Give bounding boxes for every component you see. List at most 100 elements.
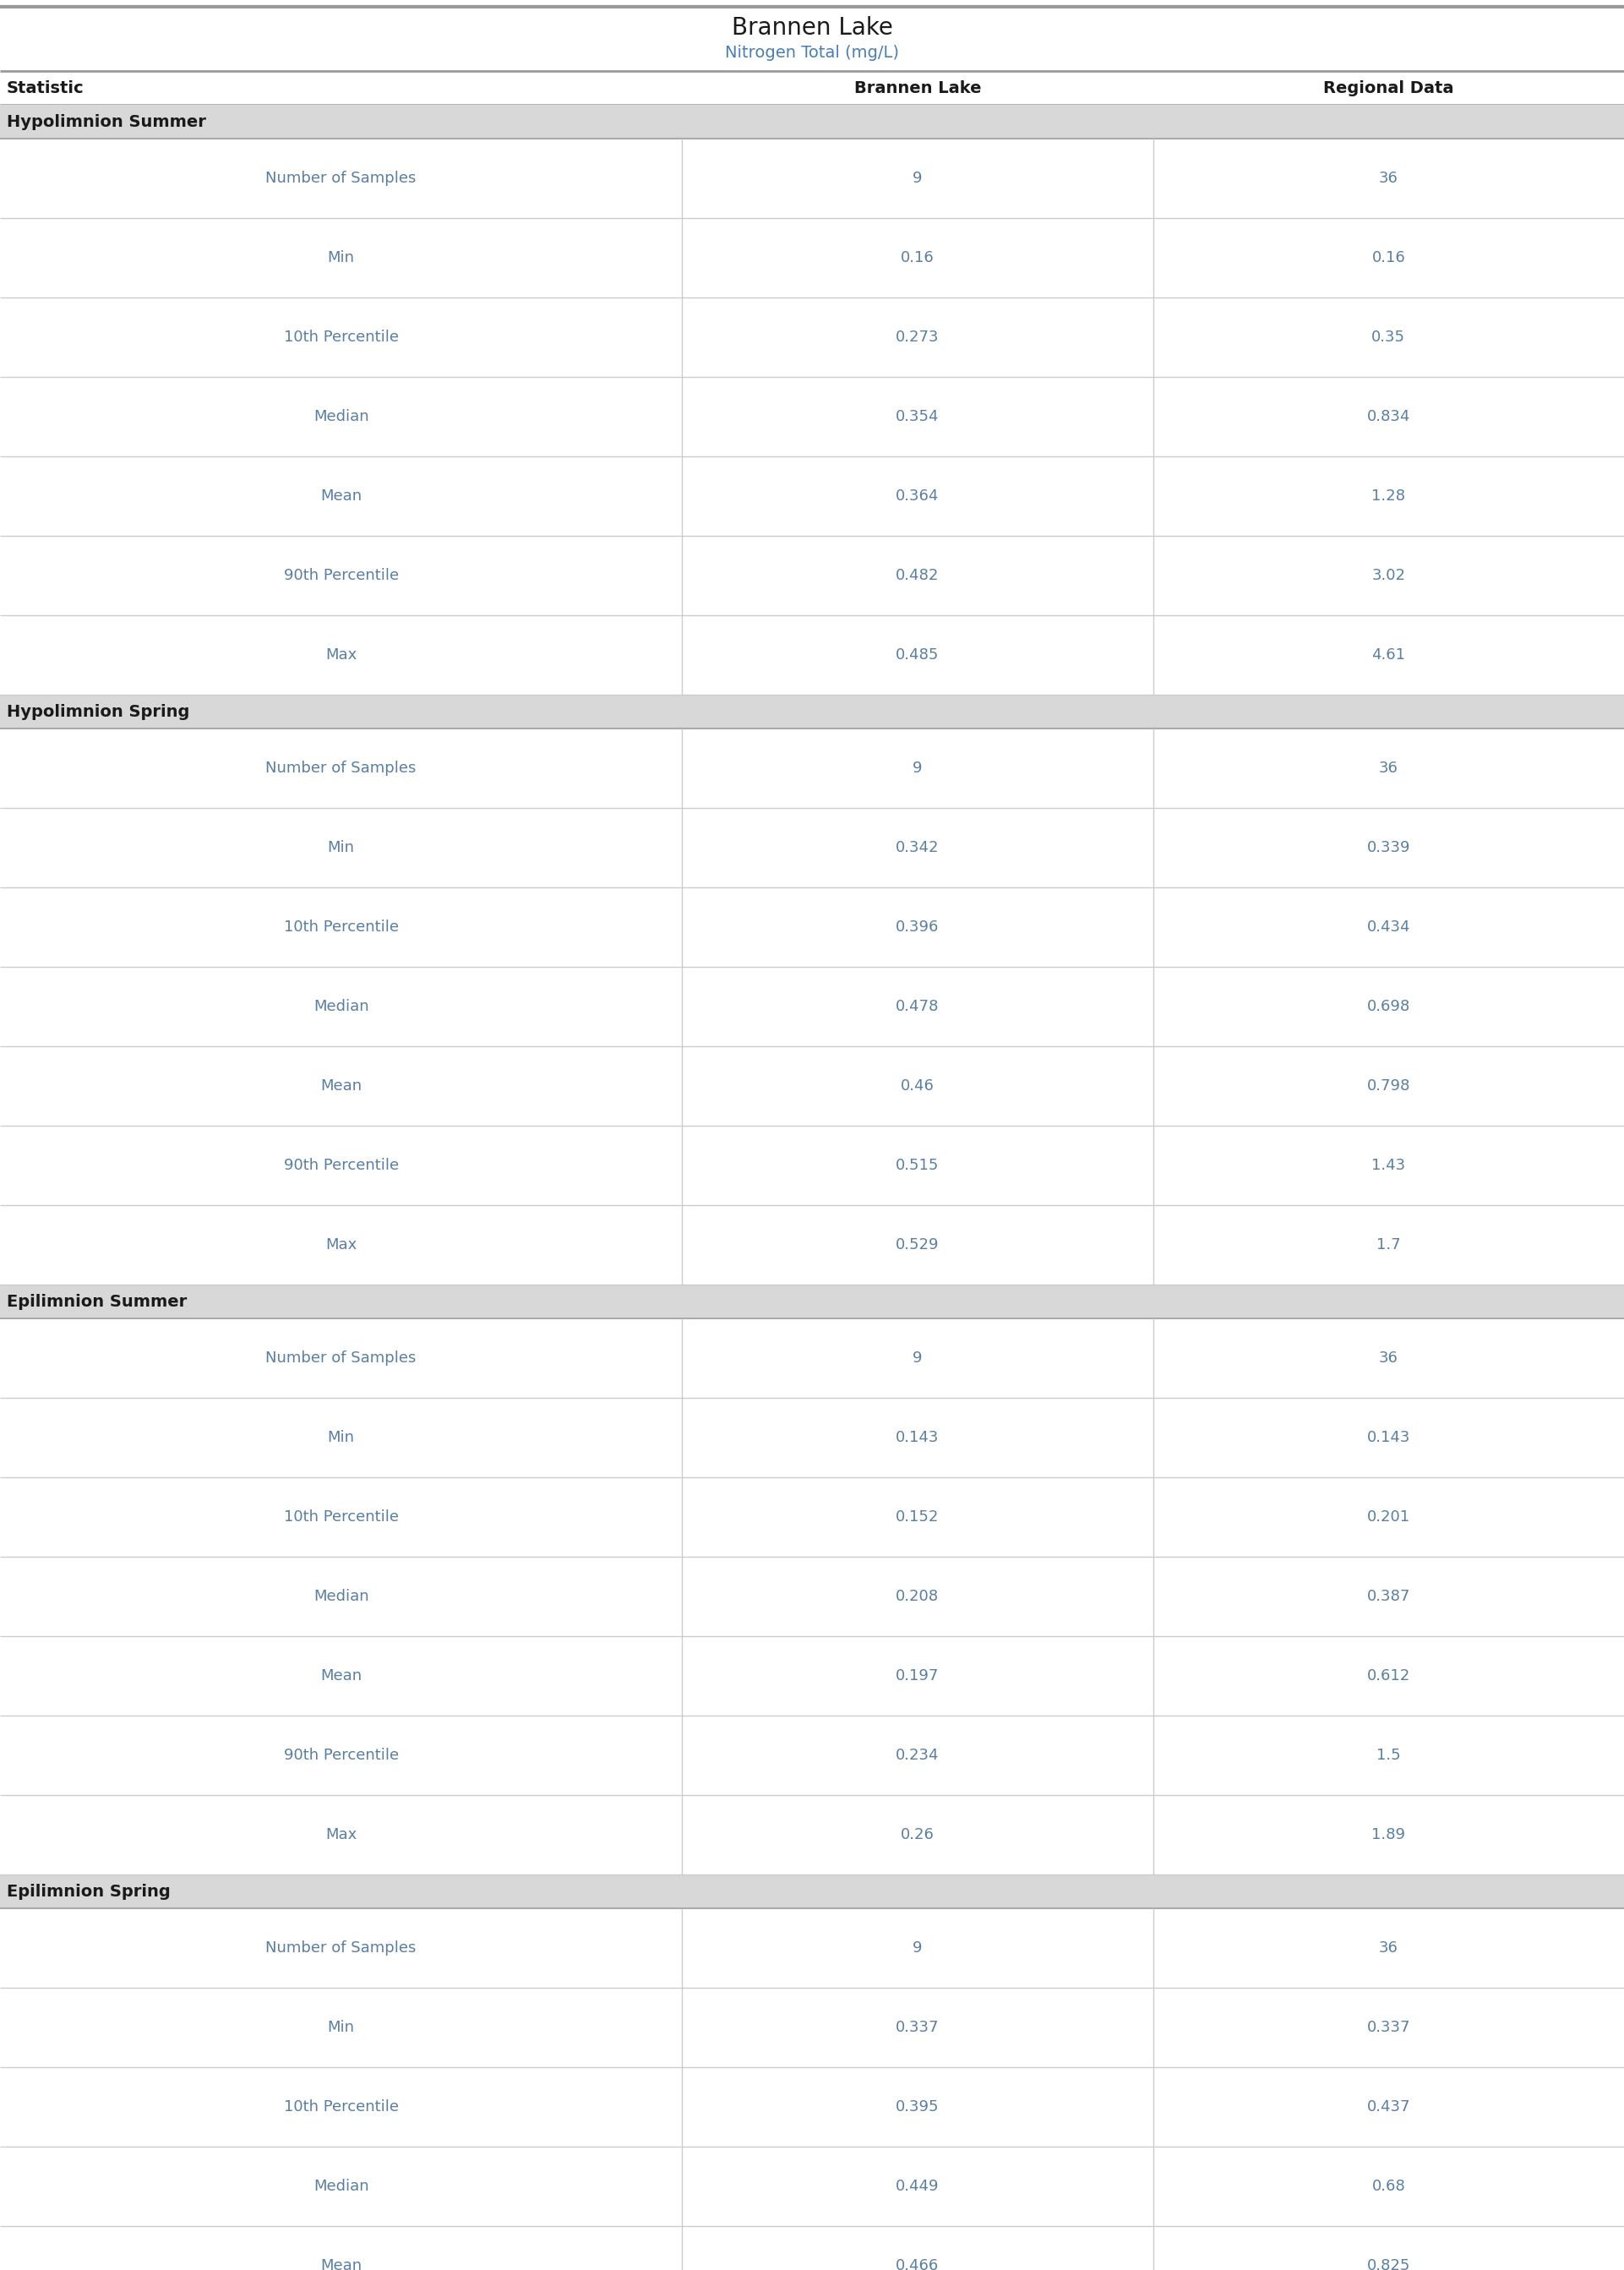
Text: 0.395: 0.395 — [896, 2100, 939, 2113]
Text: Regional Data: Regional Data — [1324, 79, 1453, 95]
Text: Median: Median — [313, 2179, 369, 2193]
Text: Max: Max — [325, 1237, 357, 1253]
Text: Epilimnion Spring: Epilimnion Spring — [6, 1884, 171, 1900]
Text: 0.482: 0.482 — [896, 568, 939, 583]
Bar — [0, 695, 1624, 729]
Text: 10th Percentile: 10th Percentile — [284, 1510, 398, 1525]
Bar — [0, 218, 1624, 297]
Bar — [0, 104, 1624, 138]
Text: Number of Samples: Number of Samples — [266, 170, 416, 186]
Bar — [0, 808, 1624, 888]
Text: Number of Samples: Number of Samples — [266, 1941, 416, 1957]
Text: 0.437: 0.437 — [1367, 2100, 1410, 2113]
Bar — [0, 1126, 1624, 1205]
Text: 1.7: 1.7 — [1377, 1237, 1400, 1253]
Text: 1.43: 1.43 — [1372, 1158, 1405, 1174]
Text: 1.28: 1.28 — [1372, 488, 1405, 504]
Text: 0.342: 0.342 — [896, 840, 939, 856]
Bar — [0, 1046, 1624, 1126]
Text: Min: Min — [328, 250, 354, 266]
Text: 0.35: 0.35 — [1372, 329, 1405, 345]
Bar — [0, 377, 1624, 456]
Text: 0.339: 0.339 — [1367, 840, 1410, 856]
Text: Min: Min — [328, 2020, 354, 2036]
Text: Number of Samples: Number of Samples — [266, 760, 416, 776]
Text: Median: Median — [313, 1589, 369, 1605]
Text: 0.68: 0.68 — [1372, 2179, 1405, 2193]
Bar — [0, 1205, 1624, 1285]
Text: 0.208: 0.208 — [896, 1589, 939, 1605]
Text: 36: 36 — [1379, 1351, 1398, 1367]
Text: Min: Min — [328, 1430, 354, 1446]
Bar — [0, 2227, 1624, 2270]
Text: 0.46: 0.46 — [901, 1078, 934, 1094]
Bar — [0, 615, 1624, 695]
Text: 10th Percentile: 10th Percentile — [284, 329, 398, 345]
Text: Mean: Mean — [320, 2259, 362, 2270]
Bar — [0, 1478, 1624, 1557]
Bar — [0, 1285, 1624, 1319]
Text: 90th Percentile: 90th Percentile — [284, 568, 398, 583]
Text: 3.02: 3.02 — [1372, 568, 1405, 583]
Text: 0.26: 0.26 — [901, 1827, 934, 1843]
Text: 36: 36 — [1379, 170, 1398, 186]
Text: Epilimnion Summer: Epilimnion Summer — [6, 1294, 187, 1310]
Bar — [0, 1716, 1624, 1796]
Bar — [0, 297, 1624, 377]
Text: 0.337: 0.337 — [1367, 2020, 1410, 2036]
Bar — [0, 2147, 1624, 2227]
Bar — [0, 1398, 1624, 1478]
Bar — [0, 456, 1624, 536]
Text: 0.529: 0.529 — [896, 1237, 939, 1253]
Text: 0.234: 0.234 — [896, 1748, 939, 1764]
Text: 0.515: 0.515 — [896, 1158, 939, 1174]
Text: 36: 36 — [1379, 760, 1398, 776]
Text: 9: 9 — [913, 1351, 922, 1367]
Text: Mean: Mean — [320, 1078, 362, 1094]
Text: 0.354: 0.354 — [896, 409, 939, 424]
Text: 9: 9 — [913, 760, 922, 776]
Text: Brannen Lake: Brannen Lake — [731, 16, 893, 39]
Text: 0.698: 0.698 — [1367, 999, 1410, 1015]
Text: 0.273: 0.273 — [896, 329, 939, 345]
Text: Hypolimnion Spring: Hypolimnion Spring — [6, 704, 190, 720]
Text: 0.466: 0.466 — [896, 2259, 939, 2270]
Text: 0.364: 0.364 — [896, 488, 939, 504]
Bar — [0, 1909, 1624, 1989]
Bar — [0, 2068, 1624, 2147]
Text: 0.825: 0.825 — [1367, 2259, 1410, 2270]
Text: 0.152: 0.152 — [896, 1510, 939, 1525]
Bar — [0, 967, 1624, 1046]
Text: 0.201: 0.201 — [1367, 1510, 1410, 1525]
Text: Mean: Mean — [320, 488, 362, 504]
Text: 9: 9 — [913, 170, 922, 186]
Text: 10th Percentile: 10th Percentile — [284, 919, 398, 935]
Text: Median: Median — [313, 999, 369, 1015]
Text: Max: Max — [325, 1827, 357, 1843]
Text: 90th Percentile: 90th Percentile — [284, 1158, 398, 1174]
Bar — [0, 1319, 1624, 1398]
Text: 0.143: 0.143 — [896, 1430, 939, 1446]
Bar — [0, 1637, 1624, 1716]
Text: 1.5: 1.5 — [1377, 1748, 1400, 1764]
Text: 0.478: 0.478 — [896, 999, 939, 1015]
Text: 0.834: 0.834 — [1367, 409, 1410, 424]
Text: 0.197: 0.197 — [896, 1668, 939, 1684]
Bar — [0, 1796, 1624, 1875]
Text: Hypolimnion Summer: Hypolimnion Summer — [6, 114, 206, 129]
Text: Mean: Mean — [320, 1668, 362, 1684]
Text: 0.798: 0.798 — [1367, 1078, 1410, 1094]
Text: 0.449: 0.449 — [896, 2179, 939, 2193]
Text: 0.387: 0.387 — [1367, 1589, 1410, 1605]
Text: Median: Median — [313, 409, 369, 424]
Text: 9: 9 — [913, 1941, 922, 1957]
Text: 0.485: 0.485 — [896, 647, 939, 663]
Bar — [0, 1989, 1624, 2068]
Text: 0.337: 0.337 — [896, 2020, 939, 2036]
Text: 0.396: 0.396 — [896, 919, 939, 935]
Text: 4.61: 4.61 — [1372, 647, 1405, 663]
Text: 90th Percentile: 90th Percentile — [284, 1748, 398, 1764]
Bar — [0, 536, 1624, 615]
Bar — [0, 1557, 1624, 1637]
Text: Min: Min — [328, 840, 354, 856]
